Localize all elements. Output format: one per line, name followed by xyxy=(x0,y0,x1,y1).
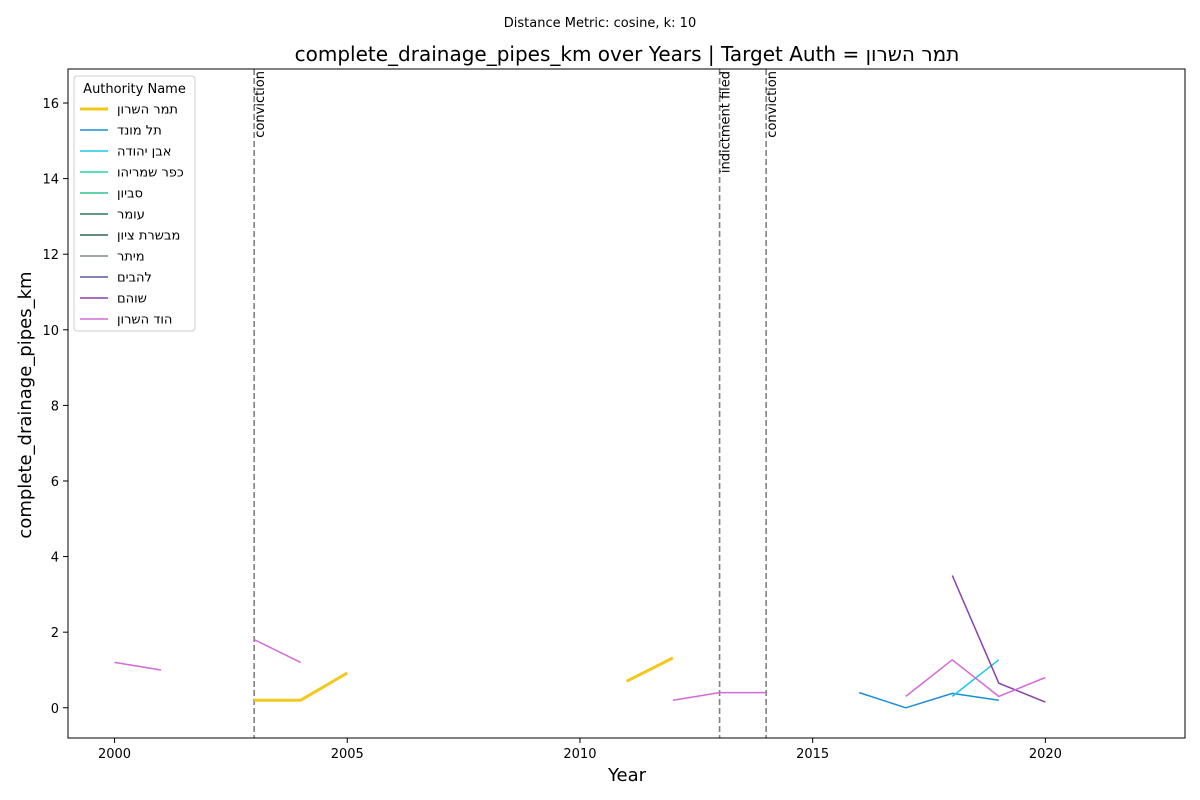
x-tick-label: 2020 xyxy=(1029,747,1062,762)
plot-area: conviction indictment filed conviction xyxy=(114,69,1046,738)
series-line xyxy=(858,691,999,709)
legend-label: כפר שמריהו xyxy=(117,166,184,181)
series-line xyxy=(905,659,1046,698)
event-label: conviction xyxy=(253,71,268,138)
series-line xyxy=(951,575,1046,703)
y-axis-label: complete_drainage_pipes_km xyxy=(15,271,36,538)
series-line xyxy=(625,656,674,683)
legend-box xyxy=(73,75,196,332)
legend-label: מיתר xyxy=(117,250,145,265)
chart-suptitle: Distance Metric: cosine, k: 10 xyxy=(504,16,696,31)
legend-label: עומר xyxy=(117,208,145,223)
legend-label: להבים xyxy=(117,271,152,286)
y-tick-label: 12 xyxy=(42,248,59,263)
legend-label: תמר השרון xyxy=(117,103,178,118)
y-tick-label: 4 xyxy=(51,551,59,566)
y-tick-label: 6 xyxy=(51,475,59,490)
y-tick-label: 10 xyxy=(42,324,59,339)
y-tick-label: 0 xyxy=(51,702,59,717)
legend-label: מבשרת ציון xyxy=(117,229,180,244)
legend-label: אבן יהודה xyxy=(117,145,171,160)
x-axis-label: Year xyxy=(607,765,647,786)
y-tick-label: 14 xyxy=(42,173,59,188)
legend-title: Authority Name xyxy=(83,82,186,97)
x-tick-label: 2000 xyxy=(98,747,131,762)
y-tick-label: 2 xyxy=(51,626,59,641)
series-line xyxy=(254,671,349,702)
y-tick-label: 16 xyxy=(42,97,59,112)
y-tick-label: 8 xyxy=(51,399,59,414)
legend-label: הוד השרון xyxy=(117,313,172,328)
legend-label: תל מונד xyxy=(117,124,162,139)
plot-frame xyxy=(67,68,1186,739)
series-line xyxy=(114,661,162,671)
series-line xyxy=(672,691,767,701)
x-tick-label: 2005 xyxy=(331,747,364,762)
x-tick-label: 2010 xyxy=(563,747,596,762)
legend-label: שוהם xyxy=(117,292,147,307)
x-tick-label: 2015 xyxy=(796,747,829,762)
x-axis: 2000 2005 2010 2015 2020 xyxy=(98,738,1062,762)
legend-label: סביון xyxy=(117,187,143,202)
legend: Authority Name תמר השרון תל מונד אבן יהודה כ… xyxy=(73,75,196,332)
y-axis: 0 2 4 6 8 10 12 14 16 xyxy=(42,97,68,717)
event-label: conviction xyxy=(765,71,780,138)
chart-title: complete_drainage_pipes_km over Years | … xyxy=(295,42,960,66)
series-line xyxy=(253,639,302,664)
event-label: indictment filed xyxy=(719,71,734,173)
